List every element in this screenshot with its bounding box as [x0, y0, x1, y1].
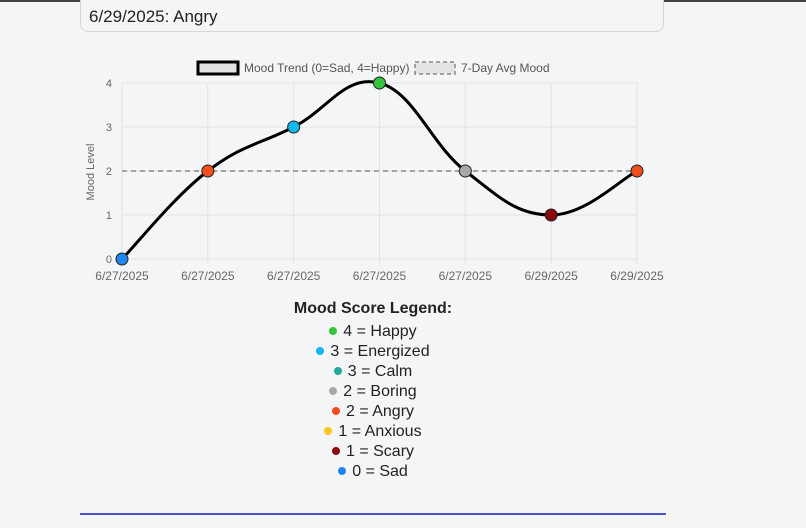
legend-item-label: 3 = Calm: [347, 363, 413, 380]
legend-item: 0 = Sad: [0, 462, 746, 482]
mood-trend-legend-swatch: [196, 60, 240, 76]
legend-item: 2 = Boring: [0, 382, 746, 402]
color-dot-icon: [324, 426, 333, 435]
mood-score-legend: Mood Score Legend: 4 = Happy 3 = Energize…: [0, 300, 746, 482]
color-dot-icon: [333, 366, 342, 375]
legend-item-label: 0 = Sad: [352, 463, 408, 480]
color-dot-icon: [329, 326, 338, 335]
color-dot-icon: [331, 446, 340, 455]
mood-chart: 0 1 2 3 4 6/27/2025 6/27/2025 6/27/2025 6/27/202…: [0, 2, 806, 302]
x-tick-label: 6/27/2025: [181, 269, 235, 283]
color-dot-icon: [316, 346, 325, 355]
y-tick-label: 4: [106, 78, 112, 90]
legend-item-label: 1 = Scary: [345, 443, 415, 460]
legend-item: 2 = Angry: [0, 402, 746, 422]
mood-entry-card: 6/29/2025: Angry: [80, 0, 664, 32]
divider: [80, 513, 666, 515]
legend-item-label: 2 = Boring: [343, 383, 417, 400]
data-point: [201, 164, 215, 178]
legend-item: 4 = Happy: [0, 322, 746, 342]
x-tick-label: 6/27/2025: [95, 269, 149, 283]
legend-title: Mood Score Legend:: [293, 300, 453, 317]
legend-item: 3 = Energized: [0, 342, 746, 362]
legend-item-label: 4 = Happy: [343, 323, 417, 340]
avg-legend-label: 7-Day Avg Mood: [461, 61, 550, 75]
mood-chart-canvas: 0 1 2 3 4 6/27/2025 6/27/2025 6/27/2025 6/27/202…: [85, 60, 664, 283]
x-tick-label: 6/27/2025: [353, 269, 407, 283]
data-point: [544, 208, 558, 222]
x-tick-label: 6/27/2025: [267, 269, 321, 283]
color-dot-icon: [329, 386, 338, 395]
data-point: [630, 164, 644, 178]
legend-items: 4 = Happy 3 = Energized 3 = Calm 2 = Boring…: [0, 322, 746, 482]
y-tick-label: 1: [106, 210, 112, 222]
legend-item: 3 = Calm: [0, 362, 746, 382]
avg-legend-swatch: [414, 61, 456, 75]
x-tick-label: 6/27/2025: [439, 269, 493, 283]
data-point: [458, 164, 472, 178]
data-point: [287, 120, 301, 134]
data-point: [373, 76, 386, 90]
legend-item: 1 = Scary: [0, 442, 746, 462]
x-tick-label: 6/29/2025: [524, 269, 578, 283]
legend-item-label: 1 = Anxious: [338, 423, 422, 440]
x-tick-label: 6/29/2025: [610, 269, 664, 283]
y-tick-label: 0: [106, 254, 112, 266]
color-dot-icon: [331, 406, 340, 415]
color-dot-icon: [338, 466, 347, 475]
mood-entry-text: 6/29/2025: Angry: [89, 7, 218, 26]
mood-trend-legend-label: Mood Trend (0=Sad, 4=Happy): [244, 61, 409, 75]
y-tick-label: 3: [106, 122, 112, 134]
legend-item-label: 3 = Energized: [330, 343, 430, 360]
y-axis-label: Mood Level: [85, 144, 97, 201]
y-tick-label: 2: [106, 166, 112, 178]
legend-item: 1 = Anxious: [0, 422, 746, 442]
data-point: [115, 252, 129, 266]
legend-item-label: 2 = Angry: [345, 403, 415, 420]
